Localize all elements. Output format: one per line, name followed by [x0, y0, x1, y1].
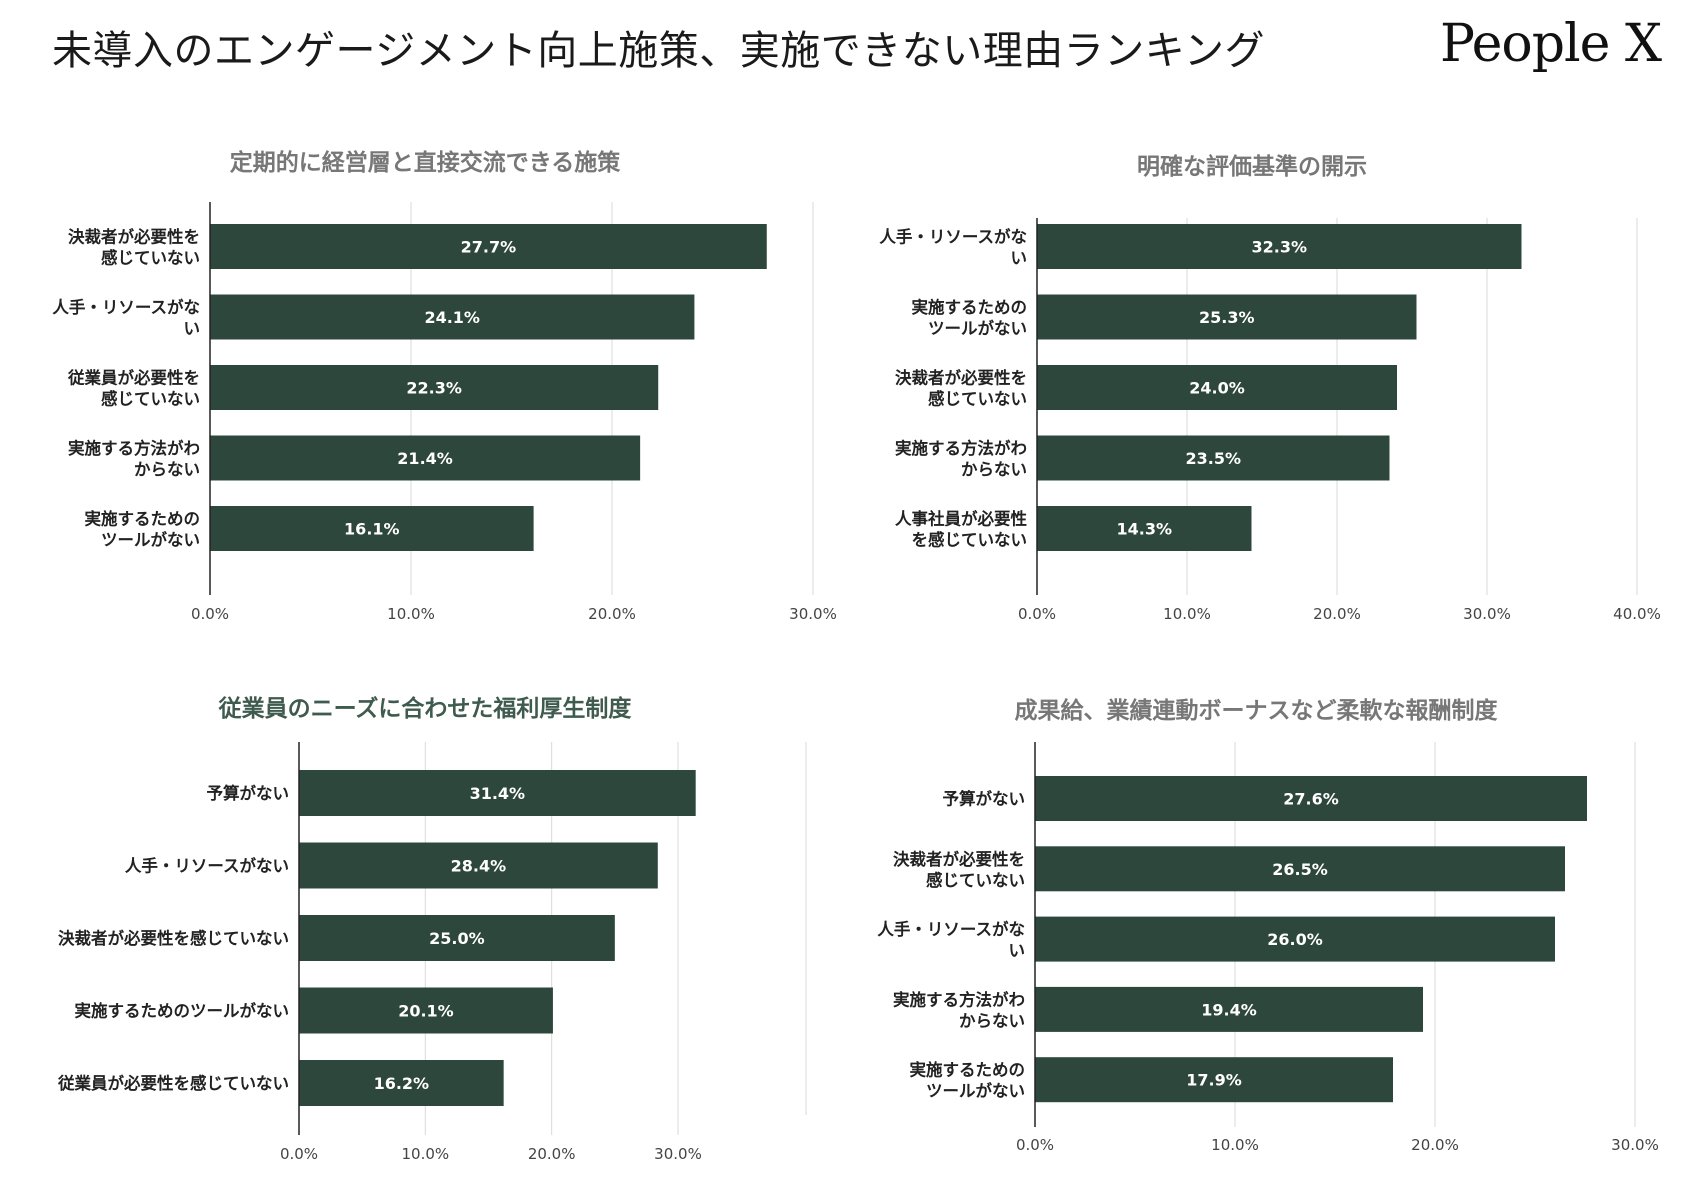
page-title: 未導入のエンゲージメント向上施策、実施できない理由ランキング: [52, 28, 1265, 74]
category-label: 予算がない: [207, 783, 290, 803]
chart-executive-exchange: 定期的に経営層と直接交流できる施策 0.0% 10.0% 20.0% 30.0% 27.7…: [0, 140, 846, 640]
bar: [1037, 294, 1417, 340]
bar: [1035, 846, 1565, 892]
data-label: 23.5%: [1185, 449, 1241, 468]
chart-title: 明確な評価基準の開示: [1137, 153, 1367, 180]
category-label: 実施するためのツールがない: [912, 297, 1028, 338]
x-tick-label: 40.0%: [1613, 605, 1661, 623]
x-tick-label: 0.0%: [191, 605, 229, 623]
data-label: 32.3%: [1251, 238, 1307, 257]
bar: [210, 365, 659, 410]
x-tick-label: 10.0%: [1163, 605, 1211, 623]
category-label: 実施する方法がわからない: [895, 438, 1027, 479]
bar: [210, 506, 534, 551]
chart-flexible-compensation: 成果給、業績連動ボーナスなど柔軟な報酬制度 0.0% 10.0% 20.0% 30.0%…: [846, 680, 1692, 1192]
x-tick-label: 10.0%: [387, 605, 435, 623]
category-label: 従業員が必要性を感じていない: [57, 1073, 289, 1093]
data-label: 16.2%: [374, 1074, 430, 1093]
chart-svg: 成果給、業績連動ボーナスなど柔軟な報酬制度 0.0% 10.0% 20.0% 30.0%…: [877, 697, 1659, 1154]
data-label: 25.0%: [429, 929, 485, 948]
chart-evaluation-criteria: 明確な評価基準の開示 0.0% 10.0% 20.0% 30.0% 40.0% 32.3% 人…: [846, 140, 1692, 640]
chart-svg: 明確な評価基準の開示 0.0% 10.0% 20.0% 30.0% 40.0% 32.3% 人…: [879, 153, 1661, 623]
data-label: 24.1%: [424, 308, 480, 327]
bar: [1035, 1057, 1393, 1103]
data-label: 14.3%: [1116, 520, 1172, 539]
category-label: 決裁者が必要性を感じていない: [895, 368, 1027, 409]
x-tick-label: 30.0%: [1611, 1136, 1659, 1154]
x-tick-label: 0.0%: [1018, 605, 1056, 623]
bar: [299, 770, 696, 816]
bar: [1035, 776, 1587, 821]
x-tick-label: 20.0%: [1411, 1136, 1459, 1154]
data-label: 26.0%: [1267, 930, 1323, 949]
data-label: 17.9%: [1186, 1071, 1242, 1090]
chart-welfare-programs: 従業員のニーズに合わせた福利厚生制度 0.0% 10.0% 20.0% 30.0% 31.…: [0, 680, 846, 1192]
x-tick-label: 20.0%: [588, 605, 636, 623]
category-label: 実施する方法がわからない: [893, 989, 1025, 1030]
x-tick-label: 20.0%: [1313, 605, 1361, 623]
bar: [299, 842, 658, 889]
x-tick-label: 0.0%: [280, 1145, 318, 1163]
category-label: 人事社員が必要性を感じていない: [895, 509, 1027, 550]
x-tick-label: 0.0%: [1016, 1136, 1054, 1154]
brand-logo: People X: [1440, 14, 1662, 74]
data-label: 27.7%: [461, 238, 517, 257]
category-label: 決裁者が必要性を感じていない: [68, 227, 200, 268]
category-label: 人手・リソースがない: [879, 227, 1027, 268]
category-label: 人手・リソースがない: [52, 297, 200, 338]
data-label: 24.0%: [1189, 379, 1245, 398]
data-label: 31.4%: [470, 784, 526, 803]
data-label: 19.4%: [1201, 1000, 1257, 1019]
chart-title: 従業員のニーズに合わせた福利厚生制度: [218, 695, 633, 722]
category-label: 決裁者が必要性を感じていない: [893, 849, 1025, 890]
chart-title: 成果給、業績連動ボーナスなど柔軟な報酬制度: [1015, 697, 1499, 724]
bar: [1037, 435, 1390, 481]
x-tick-label: 20.0%: [528, 1145, 576, 1163]
data-label: 28.4%: [451, 857, 507, 876]
category-label: 実施する方法がわからない: [68, 438, 200, 479]
data-label: 26.5%: [1272, 860, 1328, 879]
data-label: 16.1%: [344, 520, 400, 539]
x-tick-label: 30.0%: [1463, 605, 1511, 623]
data-label: 25.3%: [1199, 308, 1255, 327]
x-tick-label: 30.0%: [654, 1145, 702, 1163]
category-label: 実施するためのツールがない: [85, 509, 201, 550]
category-label: 人手・リソースがない: [877, 919, 1025, 960]
data-label: 22.3%: [406, 379, 462, 398]
chart-svg: 従業員のニーズに合わせた福利厚生制度 0.0% 10.0% 20.0% 30.0% 31.…: [57, 695, 807, 1163]
x-tick-label: 10.0%: [402, 1145, 450, 1163]
category-label: 実施するためのツールがない: [75, 1001, 290, 1021]
bar: [210, 294, 695, 340]
category-label: 従業員が必要性を感じていない: [67, 368, 200, 409]
bar: [1035, 986, 1423, 1032]
bar: [1037, 224, 1522, 269]
chart-title: 定期的に経営層と直接交流できる施策: [230, 149, 622, 176]
data-label: 27.6%: [1283, 790, 1339, 809]
bar: [1035, 916, 1555, 962]
data-label: 20.1%: [398, 1002, 454, 1021]
data-label: 21.4%: [397, 449, 453, 468]
category-label: 決裁者が必要性を感じていない: [58, 928, 289, 948]
bar: [299, 1060, 504, 1106]
bar: [210, 224, 767, 269]
bar: [210, 435, 641, 481]
bar: [1037, 506, 1252, 551]
bar: [1037, 365, 1397, 410]
x-tick-label: 10.0%: [1211, 1136, 1259, 1154]
category-label: 人手・リソースがない: [125, 856, 289, 876]
x-tick-label: 30.0%: [789, 605, 837, 623]
bar: [299, 987, 553, 1034]
category-label: 予算がない: [943, 789, 1026, 809]
bar: [299, 915, 615, 961]
category-label: 実施するためのツールがない: [910, 1060, 1026, 1101]
chart-svg: 定期的に経営層と直接交流できる施策 0.0% 10.0% 20.0% 30.0% 27.7…: [52, 149, 837, 623]
